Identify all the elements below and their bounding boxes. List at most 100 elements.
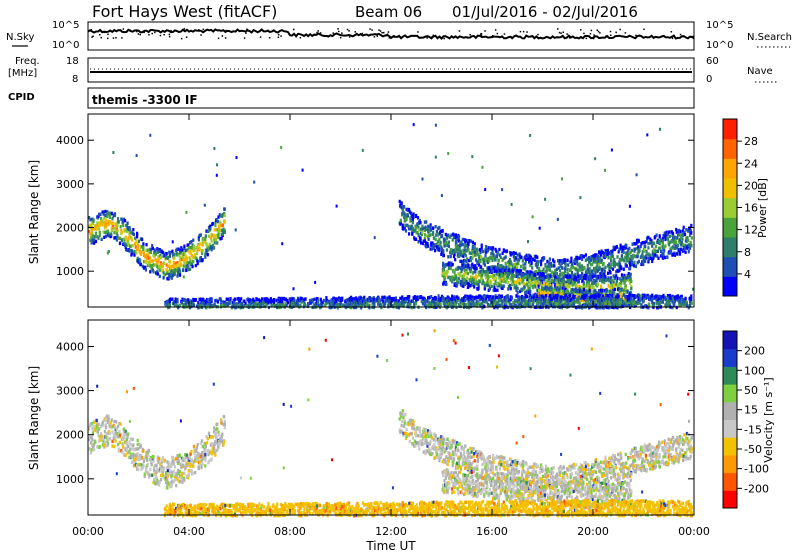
- power-cell: [350, 302, 353, 307]
- power-cell: [539, 274, 542, 278]
- power-cell: [615, 279, 618, 283]
- power-cell: [638, 249, 641, 253]
- power-cell: [362, 297, 365, 301]
- power-cell: [204, 240, 207, 244]
- power-cell: [642, 262, 645, 267]
- power-cell: [201, 249, 204, 253]
- power-cell: [134, 245, 137, 249]
- power-cell: [557, 302, 560, 306]
- power-cell: [158, 265, 161, 269]
- power-cell: [443, 271, 446, 275]
- power-cell: [545, 283, 548, 287]
- power-cell: [486, 283, 490, 287]
- power-cell: [91, 238, 94, 242]
- power-cell: [620, 278, 623, 283]
- power-cell: [612, 280, 615, 284]
- power-cell: [380, 297, 384, 301]
- power-cell: [630, 279, 633, 283]
- power-cell: [110, 221, 113, 225]
- power-cell: [161, 250, 165, 255]
- power-cell: [194, 263, 197, 268]
- power-cell: [307, 302, 310, 306]
- power-cell: [412, 296, 415, 300]
- power-cell: [195, 304, 199, 308]
- power-cell: [665, 234, 668, 238]
- power-cell: [171, 240, 174, 244]
- power-cell: [559, 286, 562, 290]
- power-cell: [550, 297, 553, 301]
- power-cell: [689, 299, 692, 304]
- power-cell: [461, 275, 464, 279]
- power-cell: [628, 293, 631, 297]
- power-cell: [166, 271, 169, 275]
- power-cell: [431, 299, 434, 303]
- power-cell: [562, 280, 565, 285]
- power-cell: [672, 238, 675, 243]
- power-cell: [206, 298, 209, 302]
- power-cell: [122, 223, 125, 227]
- power-cell: [667, 296, 670, 301]
- power-cell: [643, 248, 646, 252]
- power-cell: [229, 299, 232, 303]
- power-cell: [89, 232, 92, 236]
- power-cell: [562, 258, 565, 263]
- power-cell: [627, 254, 630, 258]
- power-cell: [504, 268, 507, 273]
- power-cell: [262, 304, 266, 308]
- power-cell: [168, 303, 171, 308]
- power-cell: [561, 280, 564, 284]
- power-cell: [468, 297, 471, 301]
- power-cell: [679, 303, 682, 307]
- power-cell: [301, 168, 304, 172]
- power-cell: [458, 304, 461, 308]
- power-cell: [285, 297, 288, 301]
- power-cell: [430, 247, 433, 251]
- power-cell: [427, 296, 430, 300]
- power-cell: [684, 243, 687, 248]
- power-cell: [518, 295, 521, 299]
- power-cell: [407, 224, 410, 229]
- power-cell: [533, 258, 536, 262]
- power-cell: [576, 272, 579, 276]
- power-cell: [542, 286, 545, 291]
- power-cell: [645, 249, 648, 254]
- power-cell: [418, 228, 421, 232]
- power-cell: [585, 271, 588, 275]
- power-cell: [497, 267, 500, 271]
- power-cell: [97, 214, 100, 218]
- power-cell: [544, 296, 547, 300]
- power-cell: [636, 254, 639, 259]
- power-cell: [461, 282, 464, 286]
- power-cell: [527, 285, 530, 289]
- power-cell: [303, 302, 307, 307]
- power-cell: [687, 250, 690, 254]
- power-cell: [130, 231, 133, 235]
- power-cell: [678, 296, 681, 300]
- power-cell: [432, 246, 435, 250]
- power-cell: [181, 297, 184, 301]
- power-cell: [541, 276, 545, 281]
- power-cell: [655, 249, 658, 253]
- power-cell: [533, 295, 536, 299]
- power-cell: [538, 266, 541, 271]
- power-cell: [168, 275, 171, 279]
- power-cell: [492, 275, 495, 279]
- power-cell: [574, 281, 577, 285]
- power-cell: [428, 233, 431, 237]
- power-cell: [570, 290, 573, 294]
- power-cell: [358, 302, 361, 307]
- power-cell: [174, 264, 177, 268]
- power-cell: [522, 266, 525, 271]
- power-cell: [202, 237, 205, 241]
- power-cell: [560, 293, 563, 297]
- power-cell: [545, 268, 548, 272]
- power-cell: [218, 229, 221, 233]
- power-cell: [365, 304, 368, 308]
- power-cell: [468, 282, 471, 286]
- power-cell: [182, 255, 185, 260]
- power-cell: [611, 267, 615, 271]
- power-cell: [604, 168, 606, 172]
- power-cell: [561, 177, 563, 181]
- power-cell: [243, 299, 246, 303]
- power-cell: [206, 253, 209, 257]
